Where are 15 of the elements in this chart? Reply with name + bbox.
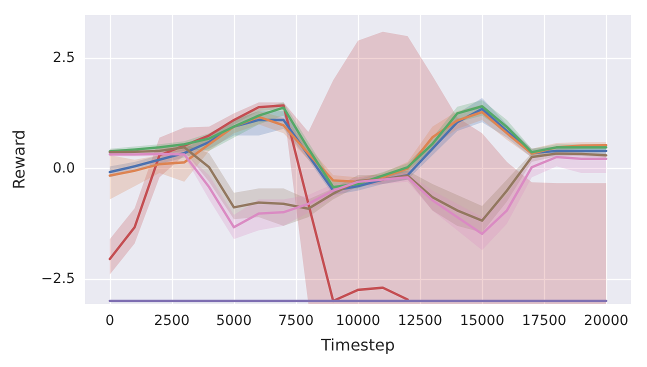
y-axis-title: Reward <box>10 130 28 190</box>
x-tick-label: 0 <box>105 313 114 329</box>
y-tick-label: 2.5 <box>52 50 75 66</box>
x-tick-label: 7500 <box>278 313 314 329</box>
y-tick-label: 0.0 <box>52 160 75 177</box>
x-axis-title: Timestep <box>320 336 395 354</box>
x-tick-label: 12500 <box>398 313 442 329</box>
x-tick-label: 2500 <box>154 313 190 329</box>
x-tick-label: 10000 <box>336 313 380 329</box>
x-tick-label: 15000 <box>460 313 504 329</box>
x-tick-label: 17500 <box>522 313 566 329</box>
x-tick-label: 20000 <box>584 313 628 329</box>
x-tick-label: 5000 <box>216 313 252 329</box>
y-tick-label: −2.5 <box>41 270 75 287</box>
line-series <box>108 104 409 302</box>
